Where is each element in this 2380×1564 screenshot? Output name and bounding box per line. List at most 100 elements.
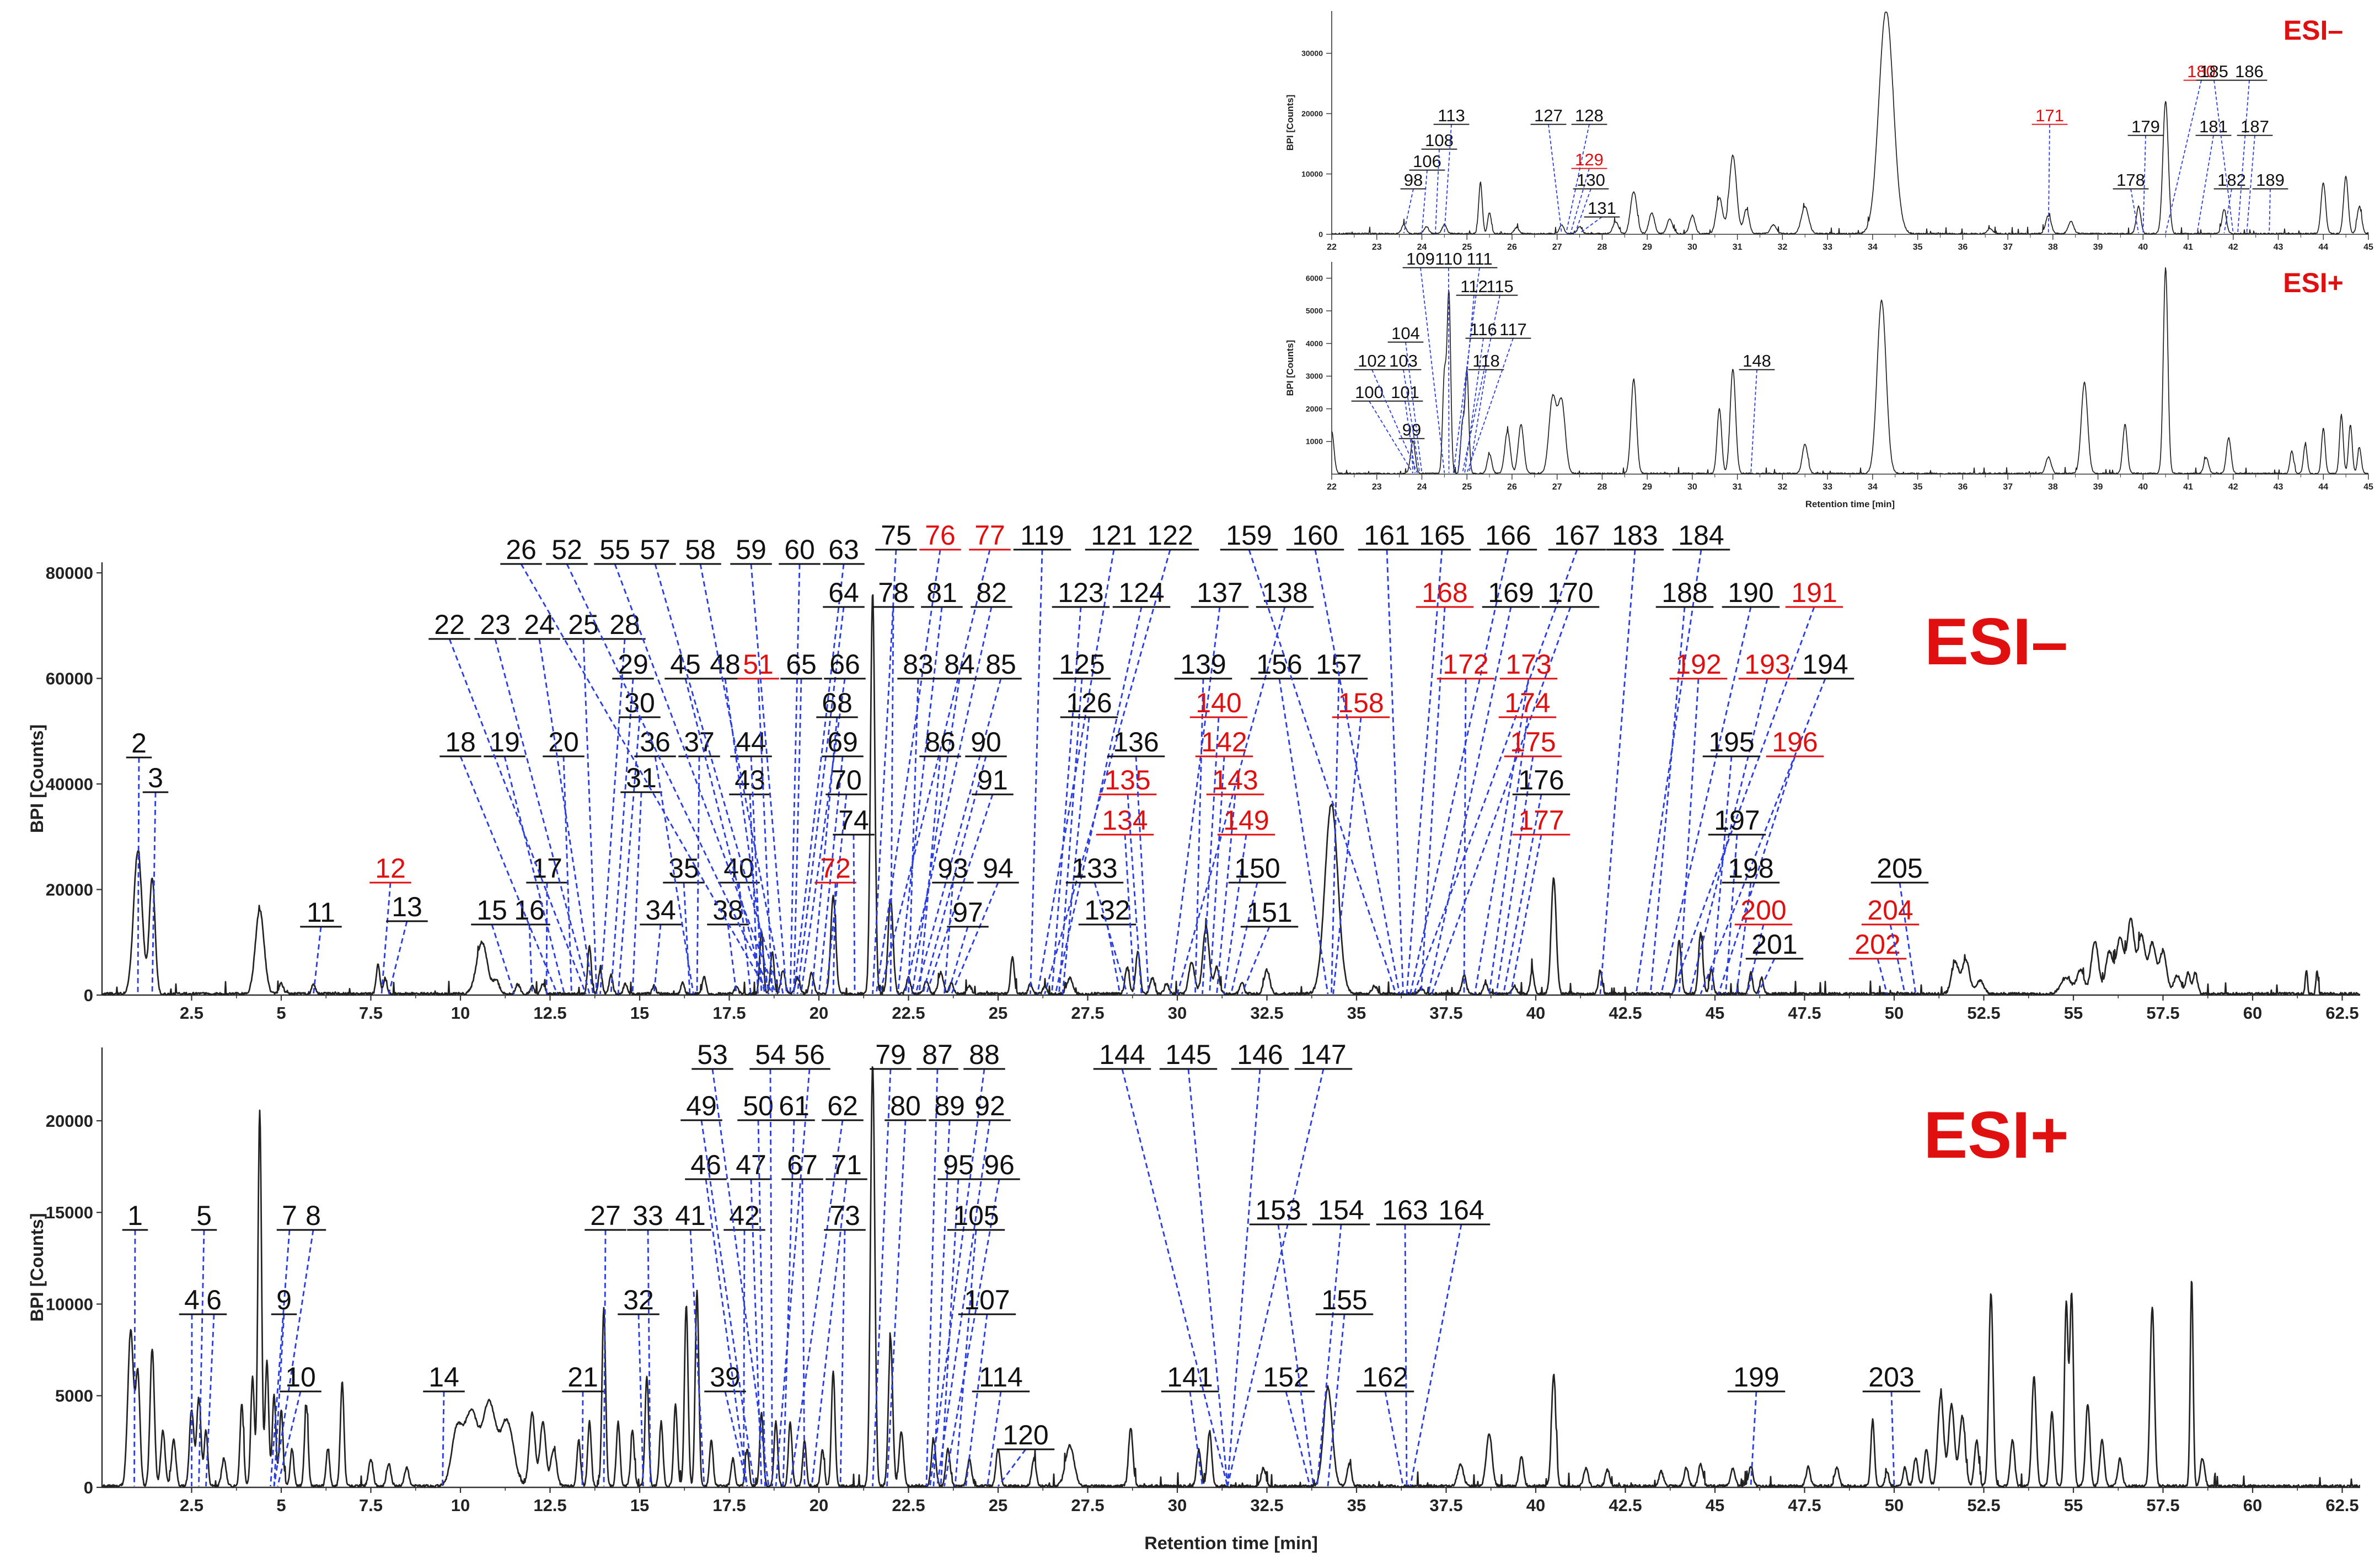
peak-leader-line [915,678,1002,995]
peak-leader-line [1464,338,1484,474]
peak-leader-line [2213,80,2234,234]
peak-leader-line [1194,678,1204,995]
peak-label: 169 [1488,577,1534,608]
peak-leader-line [603,1229,607,1487]
x-tick-label: 45 [2363,482,2373,492]
peak-label: 137 [1197,577,1242,608]
x-tick-label: 33 [1822,243,1832,252]
peak-label: 49 [686,1090,717,1121]
x-tick-label: 22.5 [892,1003,925,1023]
x-tick-label: 26 [1507,243,1517,252]
x-tick-label: 47.5 [1788,1496,1821,1515]
y-tick-label: 20000 [1301,109,1323,118]
peak-label: 153 [1255,1195,1301,1226]
peak-leader-line [1579,216,1602,234]
peak-label: 17 [532,853,562,884]
peak-label: 125 [1059,649,1105,680]
peak-leader-line [925,794,994,995]
peak-label: 145 [1165,1039,1211,1070]
peak-label: 118 [1472,351,1499,370]
x-tick-label: 62.5 [2325,1496,2358,1515]
peak-label: 63 [828,534,859,565]
peak-leader-line [545,882,548,995]
peak-leader-line [750,563,787,995]
peak-label: 59 [736,534,766,565]
peak-leader-line [1711,756,1733,995]
peak-leader-line [1877,958,1888,995]
peak-label: 5 [196,1200,212,1231]
peak-leader-line [1420,606,1446,995]
peak-leader-line [1404,1224,1408,1487]
peak-leader-line [1226,1068,1325,1487]
x-tick-label: 43 [2274,482,2283,492]
y-axis-title: BPI [Counts] [27,1213,47,1321]
peak-leader-line [997,1449,1027,1487]
peak-leader-line [647,1229,651,1487]
peak-leader-line [1409,1224,1462,1487]
peak-label: 175 [1510,727,1556,757]
peak-leader-line [1121,1068,1229,1487]
peak-label: 3 [148,762,163,793]
y-tick-label: 5000 [55,1386,93,1406]
x-tick-label: 24 [1417,482,1427,492]
x-tick-label: 40 [1526,1003,1545,1023]
x-tick-label: 55 [2064,1496,2083,1515]
y-tick-label: 2000 [1306,404,1323,413]
x-tick-label: 45 [2363,243,2373,252]
peak-label: 147 [1300,1039,1346,1070]
x-tick-label: 57.5 [2146,1003,2179,1023]
peak-label: 155 [1321,1284,1367,1315]
peak-label: 91 [977,765,1008,796]
peak-leader-line [1124,834,1135,995]
x-tick-label: 20 [810,1003,828,1023]
ionization-mode-label: ESI+ [1923,1098,2069,1172]
peak-label: 95 [943,1149,974,1180]
x-tick-label: 28 [1598,482,1607,492]
peak-label: 8 [305,1200,321,1231]
peak-label: 56 [794,1039,825,1070]
x-tick-label: 24 [1417,243,1427,252]
peak-leader-line [653,924,662,995]
peak-label: 119 [1020,520,1064,551]
peak-label: 144 [1099,1039,1145,1070]
peak-label: 72 [820,853,851,884]
peak-label: 21 [567,1362,598,1393]
peak-leader-line [1435,149,1440,234]
peak-leader-line [793,563,845,995]
peak-leader-line [1421,170,1428,234]
peak-leader-line [1444,124,1452,234]
peak-label: 57 [640,534,671,565]
x-tick-label: 43 [2274,243,2283,252]
peak-leader-line [1135,756,1150,995]
x-tick-label: 35 [1347,1003,1366,1023]
peak-label: 173 [1505,649,1551,680]
peak-label: 64 [828,577,859,608]
peak-leader-line [1202,717,1220,995]
x-tick-label: 27.5 [1071,1496,1104,1515]
peak-leader-line [494,638,591,995]
x-tick-label: 23 [1372,482,1382,492]
peak-label: 159 [1226,520,1272,551]
peak-label: 133 [1071,853,1117,884]
peak-leader-line [796,606,845,995]
peak-label: 138 [1262,577,1307,608]
x-tick-label: 22 [1327,243,1337,252]
peak-leader-line [1169,606,1221,995]
peak-leader-line [1718,756,1796,995]
peak-leader-line [273,1229,314,1487]
peak-label: 88 [969,1039,1000,1070]
peak-label: 199 [1733,1362,1779,1393]
peak-label: 78 [878,577,909,608]
peak-leader-line [448,638,587,995]
peak-label: 28 [609,609,640,640]
x-tick-label: 25 [1462,243,1472,252]
x-tick-label: 7.5 [359,1003,383,1023]
x-tick-label: 20 [810,1496,828,1515]
x-tick-label: 37 [2003,243,2013,252]
x-tick-label: 62.5 [2325,1003,2358,1023]
peak-leader-line [940,1179,959,1487]
x-tick-label: 32.5 [1250,1003,1283,1023]
peak-label: 142 [1201,727,1247,757]
peak-label: 198 [1728,853,1773,884]
